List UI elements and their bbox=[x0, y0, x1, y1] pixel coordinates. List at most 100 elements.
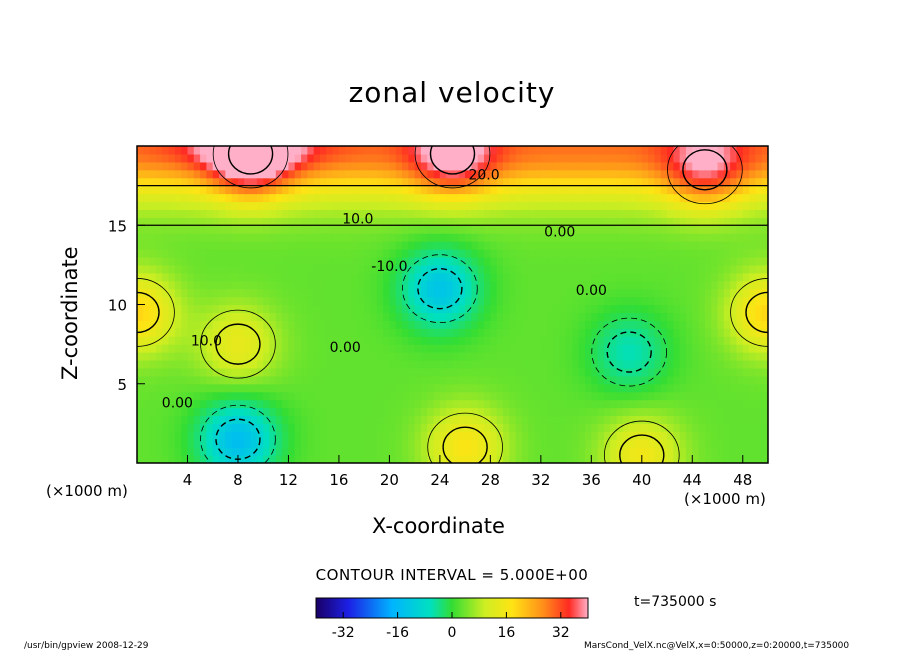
heatmap-cell bbox=[250, 344, 258, 353]
heatmap-cell bbox=[616, 312, 624, 321]
heatmap-cell bbox=[307, 344, 315, 353]
heatmap-cell bbox=[540, 352, 548, 361]
heatmap-cell bbox=[547, 336, 555, 345]
heatmap-cell bbox=[269, 439, 277, 448]
heatmap-cell bbox=[484, 233, 491, 242]
heatmap-cell bbox=[364, 146, 372, 155]
heatmap-cell bbox=[742, 288, 750, 298]
heatmap-cell bbox=[660, 328, 668, 337]
heatmap-cell bbox=[597, 146, 605, 155]
heatmap-cell bbox=[200, 280, 208, 290]
heatmap-cell bbox=[256, 320, 264, 329]
heatmap-cell bbox=[420, 455, 428, 463]
heatmap-cell bbox=[420, 249, 428, 258]
heatmap-cell bbox=[206, 177, 214, 187]
heatmap-cell bbox=[585, 383, 592, 393]
heatmap-cell bbox=[200, 256, 208, 266]
heatmap-cell bbox=[597, 447, 605, 456]
heatmap-cell bbox=[313, 177, 321, 187]
heatmap-cell bbox=[395, 296, 403, 306]
heatmap-cell bbox=[427, 288, 435, 298]
heatmap-cell bbox=[458, 431, 466, 440]
heatmap-cell bbox=[193, 280, 201, 290]
heatmap-cell bbox=[679, 399, 687, 409]
heatmap-cell bbox=[383, 264, 390, 274]
heatmap-cell bbox=[490, 288, 498, 298]
heatmap-cell bbox=[679, 328, 687, 337]
heatmap-cell bbox=[673, 447, 681, 456]
heatmap-cell bbox=[477, 177, 485, 187]
heatmap-cell bbox=[534, 439, 542, 448]
heatmap-cell bbox=[477, 146, 485, 155]
heatmap-cell bbox=[452, 201, 460, 210]
heatmap-cell bbox=[200, 359, 208, 369]
heatmap-cell bbox=[635, 233, 643, 242]
heatmap-cell bbox=[578, 367, 586, 377]
heatmap-cell bbox=[566, 431, 573, 440]
heatmap-cell bbox=[585, 375, 592, 385]
heatmap-cell bbox=[572, 336, 580, 345]
heatmap-cell bbox=[610, 233, 618, 242]
heatmap-cell bbox=[345, 304, 353, 314]
heatmap-cell bbox=[698, 217, 706, 226]
heatmap-cell bbox=[231, 447, 239, 456]
heatmap-cell bbox=[338, 328, 346, 337]
heatmap-cell bbox=[137, 320, 144, 329]
heatmap-cell bbox=[219, 264, 226, 274]
heatmap-cell bbox=[402, 146, 409, 155]
heatmap-cell bbox=[648, 431, 656, 440]
heatmap-cell bbox=[540, 328, 548, 337]
heatmap-cell bbox=[200, 312, 208, 321]
heatmap-cell bbox=[200, 375, 208, 385]
heatmap-cell bbox=[187, 241, 195, 250]
heatmap-cell bbox=[357, 233, 365, 242]
heatmap-cell bbox=[597, 169, 605, 179]
heatmap-cell bbox=[193, 344, 201, 353]
heatmap-cell bbox=[187, 391, 195, 401]
heatmap-cell bbox=[200, 241, 208, 250]
heatmap-cell bbox=[528, 359, 536, 369]
heatmap-cell bbox=[553, 296, 561, 306]
heatmap-cell bbox=[383, 431, 390, 440]
heatmap-cell bbox=[263, 185, 271, 195]
heatmap-cell bbox=[566, 256, 573, 266]
heatmap-cell bbox=[395, 169, 403, 179]
heatmap-cell bbox=[395, 304, 403, 314]
heatmap-cell bbox=[307, 328, 315, 337]
heatmap-cell bbox=[376, 399, 384, 409]
heatmap-cell bbox=[357, 241, 365, 250]
heatmap-cell bbox=[635, 193, 643, 203]
heatmap-cell bbox=[635, 399, 643, 409]
heatmap-cell bbox=[622, 455, 630, 463]
heatmap-cell bbox=[212, 391, 220, 401]
heatmap-cell bbox=[155, 367, 163, 377]
heatmap-cell bbox=[376, 169, 384, 179]
heatmap-cell bbox=[439, 153, 447, 163]
heatmap-cell bbox=[137, 359, 144, 369]
heatmap-cell bbox=[433, 391, 441, 401]
heatmap-cell bbox=[174, 209, 182, 218]
heatmap-cell bbox=[155, 233, 163, 242]
heatmap-cell bbox=[528, 217, 536, 226]
heatmap-cell bbox=[237, 169, 245, 179]
heatmap-cell bbox=[692, 455, 700, 463]
heatmap-cell bbox=[717, 233, 725, 242]
heatmap-cell bbox=[622, 304, 630, 314]
heatmap-cell bbox=[143, 336, 151, 345]
heatmap-cell bbox=[591, 399, 599, 409]
heatmap-cell bbox=[610, 407, 618, 417]
heatmap-cell bbox=[490, 352, 498, 361]
heatmap-cell bbox=[458, 359, 466, 369]
heatmap-cell bbox=[711, 375, 719, 385]
heatmap-cell bbox=[219, 455, 226, 463]
heatmap-cell bbox=[578, 169, 586, 179]
heatmap-cell bbox=[749, 415, 756, 424]
heatmap-cell bbox=[351, 233, 359, 242]
heatmap-cell bbox=[509, 344, 517, 353]
heatmap-cell bbox=[521, 367, 529, 377]
heatmap-cell bbox=[250, 328, 258, 337]
heatmap-cell bbox=[206, 439, 214, 448]
heatmap-cell bbox=[679, 359, 687, 369]
heatmap-cell bbox=[528, 153, 536, 163]
heatmap-cell bbox=[414, 415, 422, 424]
